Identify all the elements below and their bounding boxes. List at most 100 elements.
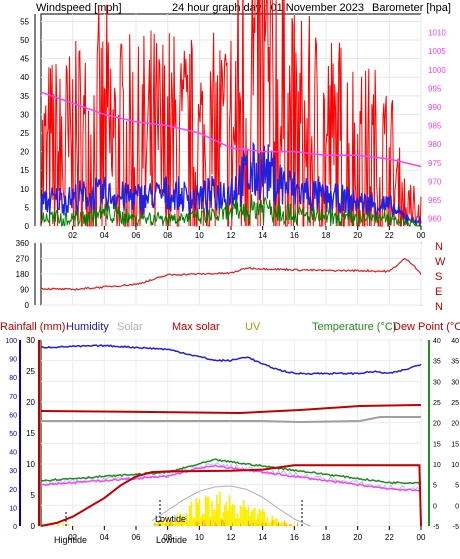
direction-y-tick-label: 180 xyxy=(16,270,30,279)
dew-point-y-tick-label: 30 xyxy=(451,379,459,386)
barometer-series-line xyxy=(40,91,422,168)
temperature-y-tick-label: 0 xyxy=(433,503,437,510)
wind-y-tick-label: 0 xyxy=(25,222,30,231)
weather-panel-axes: 02 04 06 08 10 12 14 16 18 20 22 000510152025300102… xyxy=(5,336,459,542)
wind-y-tick-label: 50 xyxy=(20,36,29,45)
direction-series-line xyxy=(40,257,422,291)
dew-point-y-tick-label: -5 xyxy=(453,524,459,531)
barometer-y-tick-label: 970 xyxy=(428,177,442,186)
weather-x-tick-label: 08 xyxy=(163,533,172,542)
dew-point-y-tick-label: 10 xyxy=(451,462,459,469)
wind-x-tick-label: 00 xyxy=(417,231,426,240)
wind-x-tick-label: 14 xyxy=(258,231,267,240)
solar-average-line xyxy=(41,416,421,424)
weather-x-tick-label: 04 xyxy=(100,533,109,542)
rain-y-tick-label: 5 xyxy=(31,491,36,500)
wind-y-tick-label: 25 xyxy=(20,129,29,138)
direction-y-tick-label: 270 xyxy=(16,255,30,264)
rainfall-label: Rainfall (mm) xyxy=(0,321,65,333)
wind-y-tick-label: 30 xyxy=(20,110,29,119)
wind-panel-series xyxy=(40,0,422,227)
rain-y-tick-label: 25 xyxy=(26,367,35,376)
wind-x-tick-label: 18 xyxy=(322,231,331,240)
barometer-y-tick-label: 1005 xyxy=(428,47,446,56)
solar-series-line xyxy=(40,462,422,493)
humidity-y-tick-label: 0 xyxy=(13,524,17,531)
rain-y-tick-label: 0 xyxy=(31,522,36,531)
barometer-y-tick-label: 985 xyxy=(428,122,442,131)
wind-y-tick-label: 45 xyxy=(20,55,29,64)
max-solar-curve xyxy=(151,485,311,527)
barometer-axis-title: Barometer [hpa] xyxy=(372,2,451,14)
barometer-y-tick-label: 965 xyxy=(428,196,442,205)
temperature-y-tick-label: -5 xyxy=(433,524,439,531)
dew-point-label: Dew Point (°C) xyxy=(393,321,460,333)
windspeed-axis-title: Windspeed [mph] xyxy=(36,2,122,14)
weather-x-tick-label: 00 xyxy=(417,533,426,542)
direction-y-tick-label: 0 xyxy=(25,301,30,310)
dew-point-y-tick-label: 5 xyxy=(455,483,459,490)
wind-y-tick-label: 20 xyxy=(20,148,29,157)
temperature-y-tick-label: 35 xyxy=(433,359,441,366)
weather-x-tick-label: 16 xyxy=(290,533,299,542)
humidity-y-tick-label: 50 xyxy=(9,431,17,438)
dew-point-series-line xyxy=(41,464,422,493)
humidity-label: Humidity xyxy=(66,321,109,333)
weather-panel-series xyxy=(40,344,422,527)
compass-label: N xyxy=(435,301,443,313)
temperature-y-tick-label: 15 xyxy=(433,441,441,448)
temperature-y-tick-label: 25 xyxy=(433,400,441,407)
humidity-y-tick-label: 30 xyxy=(9,468,17,475)
temperature-y-tick-label: 5 xyxy=(433,483,437,490)
rain-y-tick-label: 15 xyxy=(26,429,35,438)
wind-x-tick-label: 06 xyxy=(132,231,141,240)
rain-y-tick-label: 10 xyxy=(26,460,35,469)
weather-x-tick-label: 22 xyxy=(385,533,394,542)
weather-x-tick-label: 06 xyxy=(132,533,141,542)
dew-point-y-tick-label: 25 xyxy=(451,400,459,407)
wind-y-tick-label: 35 xyxy=(20,92,29,101)
compass-label: N xyxy=(435,241,443,253)
weather-x-tick-label: 18 xyxy=(322,533,331,542)
barometer-y-tick-label: 1000 xyxy=(428,66,446,75)
temperature-y-tick-label: 20 xyxy=(433,421,441,428)
wind-x-tick-label: 20 xyxy=(353,231,362,240)
average-wind-series-line xyxy=(40,141,422,226)
wind-x-tick-label: 04 xyxy=(100,231,109,240)
barometer-y-tick-label: 980 xyxy=(428,140,442,149)
compass-label: E xyxy=(435,286,442,298)
barometer-y-tick-label: 990 xyxy=(428,103,442,112)
wind-panel-axes: 0 5 10 15 20 25 30 35 40 45 50 55 960 965 970 975 980 985… xyxy=(20,14,446,240)
humidity-y-tick-label: 80 xyxy=(9,375,17,382)
rain-y-tick-label: 30 xyxy=(26,336,35,345)
temperature-y-tick-label: 40 xyxy=(433,338,441,345)
wind-x-tick-label: 08 xyxy=(163,231,172,240)
humidity-y-tick-label: 20 xyxy=(9,487,17,494)
wind-x-tick-label: 12 xyxy=(227,231,236,240)
wind-x-tick-label: 10 xyxy=(195,231,204,240)
dew-point-y-tick-label: 15 xyxy=(451,441,459,448)
dew-point-y-tick-label: 35 xyxy=(451,359,459,366)
rainfall-series-line xyxy=(40,464,422,527)
humidity-series-line xyxy=(40,344,422,376)
barometer-y-tick-label: 1010 xyxy=(428,29,446,38)
weather-x-tick-label: 12 xyxy=(227,533,236,542)
barometer-y-tick-label: 960 xyxy=(428,215,442,224)
weather-x-tick-label: 02 xyxy=(68,533,77,542)
direction-panel-grid xyxy=(41,242,422,306)
wind-y-tick-label: 40 xyxy=(20,73,29,82)
humidity-y-tick-label: 60 xyxy=(9,412,17,419)
humidity-y-tick-label: 10 xyxy=(9,505,17,512)
weather-x-tick-label: 20 xyxy=(353,533,362,542)
wind-x-tick-label: 02 xyxy=(68,231,77,240)
wind-y-tick-label: 5 xyxy=(25,203,30,212)
weather-x-tick-label: 14 xyxy=(258,533,267,542)
temperature-label: Temperature (°C) xyxy=(312,321,396,333)
direction-panel-series xyxy=(40,257,422,291)
uv-label: UV xyxy=(245,321,261,333)
wind-y-tick-label: 10 xyxy=(20,185,29,194)
barometer-y-tick-label: 995 xyxy=(428,84,442,93)
